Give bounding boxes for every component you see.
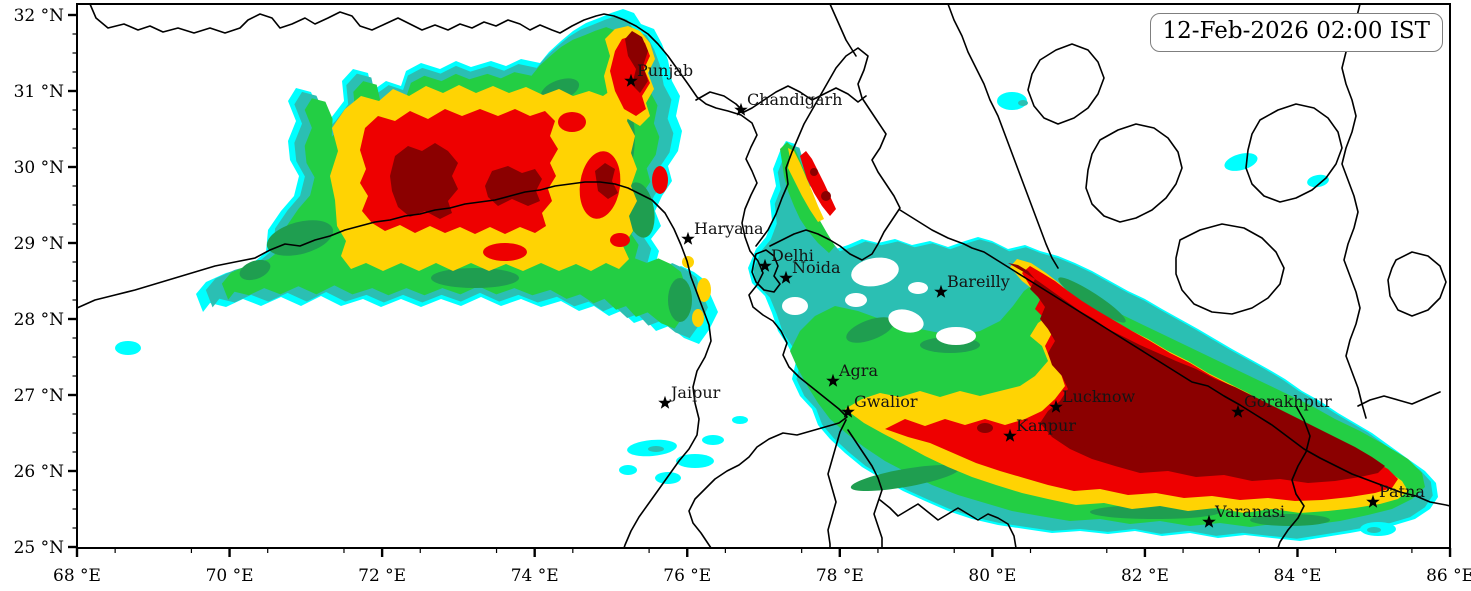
- x-tick-label: 70 °E: [206, 566, 254, 586]
- border-nepal-inner-1: [947, 4, 1059, 269]
- city-star-icon: [826, 373, 840, 387]
- y-tick-label: 27 °N: [14, 386, 65, 406]
- haryana-lobe-yellow-spots: [682, 256, 711, 327]
- city-haryana: Haryana: [681, 219, 764, 245]
- city-gwalior: Gwalior: [841, 392, 918, 418]
- city-star-icon: [1202, 514, 1216, 528]
- city-label: Jaipur: [669, 383, 721, 402]
- city-label: Delhi: [771, 246, 814, 265]
- city-kanpur: Kanpur: [1003, 416, 1076, 442]
- nw-maroon-cores: [390, 31, 648, 219]
- city-label: Haryana: [694, 219, 764, 238]
- y-tick-label: 31 °N: [14, 82, 65, 102]
- y-tick-label: 32 °N: [14, 6, 65, 26]
- city-star-icon: [624, 73, 638, 87]
- city-star-icon: [681, 231, 695, 245]
- axes-layer: 68 °E 70 °E 72 °E 74 °E 76 °E 78 °E 80 °E 82 °E…: [14, 6, 1471, 586]
- border-uttarakhand-wedge: [755, 47, 901, 261]
- x-tick-label: 72 °E: [358, 566, 406, 586]
- city-label: Chandigarh: [747, 90, 842, 109]
- city-chandigarh: Chandigarh: [734, 90, 842, 116]
- x-tick-label: 86 °E: [1426, 566, 1471, 586]
- city-label: Gorakhpur: [1244, 392, 1332, 411]
- y-tick-label: 29 °N: [14, 234, 65, 254]
- x-tick-label: 84 °E: [1274, 566, 1322, 586]
- city-star-icon: [758, 258, 772, 272]
- x-tick-label: 82 °E: [1121, 566, 1169, 586]
- city-star-icon: [1003, 428, 1017, 442]
- city-label: Varanasi: [1214, 502, 1285, 521]
- border-nepal-west: [829, 4, 857, 57]
- boundary-layer: [77, 4, 1450, 548]
- city-label: Punjab: [637, 61, 693, 80]
- city-lucknow: Lucknow: [1049, 387, 1136, 413]
- x-tick-label: 74 °E: [511, 566, 559, 586]
- city-label: Noida: [792, 258, 841, 277]
- streak-maroon-dots: [810, 168, 831, 201]
- border-nepal-loop-5: [1387, 251, 1447, 317]
- city-bareilly: Bareilly: [934, 272, 1010, 298]
- city-punjab: Punjab: [624, 61, 693, 87]
- city-star-icon: [734, 102, 748, 116]
- border-nepal-loop-2: [1085, 123, 1183, 223]
- border-rajasthan-diagonal: [77, 181, 712, 548]
- border-nepal-east-meander: [1341, 4, 1367, 419]
- city-star-icon: [1366, 494, 1380, 508]
- kanpur-maroon-spots: [977, 423, 1225, 476]
- scattered-cyan-patches: [115, 92, 1396, 536]
- streak-yellow: [788, 148, 824, 222]
- city-noida: Noida: [779, 258, 841, 284]
- city-label: Gwalior: [854, 392, 918, 411]
- city-label: Agra: [838, 361, 878, 380]
- y-tick-label: 28 °N: [14, 310, 65, 330]
- city-patna: Patna: [1366, 482, 1425, 508]
- city-star-icon: [1049, 399, 1063, 413]
- border-bihar-up: [1277, 405, 1311, 548]
- border-nepal-south: [899, 209, 1450, 507]
- border-mp-vertical-2: [847, 429, 883, 548]
- border-delhi-loop: [751, 249, 781, 293]
- city-star-icon: [934, 284, 948, 298]
- border-up-mp-south: [879, 499, 1017, 548]
- city-label: Kanpur: [1016, 416, 1076, 435]
- x-tick-label: 80 °E: [968, 566, 1016, 586]
- city-gorakhpur: Gorakhpur: [1231, 392, 1332, 418]
- border-nepal-loop-1: [1027, 43, 1105, 125]
- y-tick-label: 25 °N: [14, 538, 65, 558]
- city-star-icon: [841, 404, 855, 418]
- city-label: Patna: [1379, 482, 1425, 501]
- x-tick-label: 76 °E: [663, 566, 711, 586]
- timestamp-text: 12-Feb-2026 02:00 IST: [1162, 18, 1430, 44]
- city-star-icon: [779, 270, 793, 284]
- scattered-teal-dots: [648, 100, 1381, 533]
- contour-layer: [115, 9, 1438, 541]
- city-agra: Agra: [826, 361, 878, 387]
- border-himachal: [695, 85, 867, 113]
- border-nepal-loop-3: [1245, 103, 1343, 203]
- y-tick-label: 30 °N: [14, 158, 65, 178]
- city-delhi: Delhi: [758, 246, 814, 272]
- border-right-lower: [1357, 391, 1441, 407]
- x-tick-label: 68 °E: [53, 566, 101, 586]
- city-label: Bareilly: [947, 272, 1010, 291]
- white-holes: [782, 257, 976, 345]
- city-label: Lucknow: [1062, 387, 1136, 406]
- city-star-icon: [1231, 404, 1245, 418]
- plot-frame: [76, 3, 1451, 549]
- city-varanasi: Varanasi: [1202, 502, 1285, 528]
- city-star-icon: [658, 395, 672, 409]
- border-nepal-loop-4: [1175, 223, 1285, 315]
- east-maroon-core: [1008, 263, 1385, 483]
- border-pakistan-rajasthan-mp: [89, 4, 848, 548]
- city-jaipur: Jaipur: [658, 383, 721, 409]
- x-tick-label: 78 °E: [816, 566, 864, 586]
- border-mp-vertical-1: [827, 419, 847, 548]
- y-tick-label: 26 °N: [14, 462, 65, 482]
- timestamp-box: 12-Feb-2026 02:00 IST: [1149, 13, 1443, 52]
